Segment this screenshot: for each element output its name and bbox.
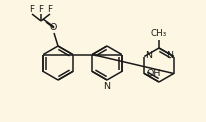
Text: OH: OH [146,69,160,78]
Text: N: N [165,51,172,60]
Text: O: O [49,23,56,32]
Text: N: N [145,51,152,60]
Text: F: F [29,5,34,15]
Text: N: N [103,82,110,91]
Text: F: F [38,5,43,15]
Text: CH₃: CH₃ [150,29,166,38]
Text: F: F [47,5,52,15]
